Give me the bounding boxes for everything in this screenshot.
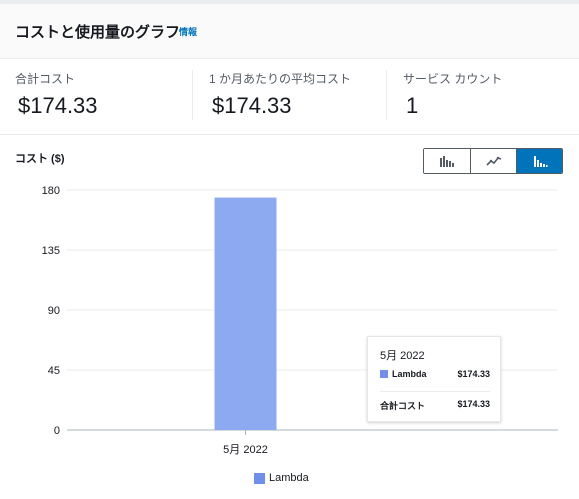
divider bbox=[386, 70, 387, 120]
chart-type-toggle bbox=[423, 148, 563, 174]
y-tick-label: 90 bbox=[48, 305, 60, 317]
tooltip-series-label: Lambda bbox=[392, 369, 427, 379]
bar-chart-icon bbox=[440, 156, 454, 167]
legend-swatch bbox=[254, 472, 265, 484]
chart-y-axis-title: コスト ($) bbox=[15, 153, 65, 165]
top-strip bbox=[0, 0, 579, 4]
line-chart-icon bbox=[485, 156, 501, 166]
line-chart-button[interactable] bbox=[470, 149, 516, 173]
legend-label: Lambda bbox=[269, 472, 309, 484]
stat-value: $174.33 bbox=[18, 93, 98, 118]
tooltip-series-swatch bbox=[380, 370, 388, 378]
tooltip-series-value: $174.33 bbox=[457, 369, 490, 379]
x-tick-label: 5月 2022 bbox=[223, 444, 268, 456]
stacked-bar-chart-icon bbox=[533, 156, 547, 167]
bar-chart-button[interactable] bbox=[424, 149, 470, 173]
panel-title: コストと使用量のグラフ bbox=[15, 24, 181, 41]
y-tick-label: 45 bbox=[48, 365, 60, 377]
stacked-bar-chart-button[interactable] bbox=[516, 149, 562, 173]
divider bbox=[192, 70, 193, 120]
chart-bar bbox=[214, 197, 277, 430]
tooltip-title: 5月 2022 bbox=[380, 350, 425, 362]
y-tick-label: 0 bbox=[54, 425, 60, 437]
cost-chart: 0 45 90 135 180 5月 2022 bbox=[42, 185, 558, 456]
stat-value: $174.33 bbox=[212, 93, 292, 118]
y-tick-label: 135 bbox=[42, 245, 60, 257]
stat-label: サービス カウント bbox=[403, 72, 503, 86]
chart-legend-item[interactable]: Lambda bbox=[254, 472, 309, 484]
stat-label: 1 か月あたりの平均コスト bbox=[209, 72, 352, 86]
chart-tooltip: 5月 2022 Lambda $174.33 合計コスト $174.33 bbox=[367, 336, 501, 422]
tooltip-total-label: 合計コスト bbox=[380, 401, 426, 411]
summary-stats: 合計コスト $174.33 1 か月あたりの平均コスト $174.33 サービス… bbox=[0, 58, 579, 135]
y-tick-label: 180 bbox=[42, 185, 60, 197]
stat-value: 1 bbox=[406, 93, 419, 118]
stat-label: 合計コスト bbox=[15, 72, 76, 86]
tooltip-total-value: $174.33 bbox=[457, 399, 490, 409]
panel-header: コストと使用量のグラフ 情報 bbox=[0, 4, 579, 59]
info-link[interactable]: 情報 bbox=[179, 27, 198, 37]
tooltip-divider bbox=[380, 391, 490, 392]
